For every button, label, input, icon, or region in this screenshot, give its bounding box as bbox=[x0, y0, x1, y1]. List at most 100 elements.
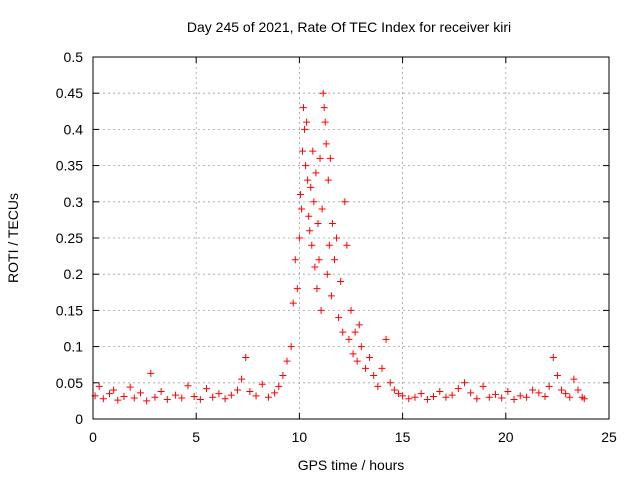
data-point bbox=[320, 104, 328, 112]
data-point bbox=[157, 387, 165, 395]
data-point bbox=[95, 382, 103, 390]
data-point bbox=[411, 393, 419, 401]
x-tick-labels: 0 5 10 15 20 25 bbox=[89, 429, 617, 445]
data-point bbox=[370, 372, 378, 380]
data-point bbox=[436, 387, 444, 395]
data-point bbox=[491, 390, 499, 398]
data-point bbox=[394, 390, 402, 398]
data-point bbox=[317, 306, 325, 314]
data-point bbox=[473, 395, 481, 403]
data-point bbox=[316, 154, 324, 162]
data-point bbox=[283, 357, 291, 365]
data-point bbox=[321, 118, 329, 126]
data-point bbox=[196, 395, 204, 403]
data-point bbox=[430, 393, 438, 401]
data-point bbox=[312, 169, 320, 177]
data-point bbox=[287, 343, 295, 351]
x-tick-label: 15 bbox=[395, 429, 411, 445]
data-point bbox=[405, 395, 413, 403]
data-point bbox=[382, 335, 390, 343]
x-tick-label: 25 bbox=[601, 429, 617, 445]
data-point bbox=[298, 147, 306, 155]
x-tick-label: 0 bbox=[89, 429, 97, 445]
data-point bbox=[296, 191, 304, 199]
data-point bbox=[311, 263, 319, 271]
data-point bbox=[143, 397, 151, 405]
data-point bbox=[184, 382, 192, 390]
data-point bbox=[535, 389, 543, 397]
data-point bbox=[353, 357, 361, 365]
data-points bbox=[91, 89, 588, 405]
data-point bbox=[327, 292, 335, 300]
data-point bbox=[227, 391, 235, 399]
x-tick-label: 10 bbox=[292, 429, 308, 445]
data-point bbox=[289, 299, 297, 307]
data-point bbox=[172, 391, 180, 399]
data-point bbox=[319, 89, 327, 97]
data-point bbox=[221, 395, 229, 403]
data-point bbox=[309, 147, 317, 155]
data-point bbox=[151, 393, 159, 401]
data-point bbox=[333, 234, 341, 242]
data-point bbox=[357, 343, 365, 351]
data-point bbox=[130, 394, 138, 402]
data-point bbox=[529, 386, 537, 394]
data-point bbox=[136, 389, 144, 397]
data-point bbox=[541, 393, 549, 401]
data-point bbox=[467, 389, 475, 397]
data-point bbox=[242, 353, 250, 361]
data-point bbox=[310, 198, 318, 206]
data-point bbox=[114, 396, 122, 404]
data-point bbox=[308, 241, 316, 249]
y-tick-label: 0.25 bbox=[56, 230, 83, 246]
data-point bbox=[99, 395, 107, 403]
data-point bbox=[516, 392, 524, 400]
y-tick-label: 0 bbox=[75, 411, 83, 427]
data-point bbox=[303, 118, 311, 126]
data-point bbox=[295, 234, 303, 242]
data-point bbox=[307, 183, 315, 191]
data-point bbox=[293, 285, 301, 293]
data-point bbox=[448, 391, 456, 399]
y-tick-label: 0.45 bbox=[56, 85, 83, 101]
grid-lines bbox=[93, 57, 609, 419]
y-tick-label: 0.15 bbox=[56, 302, 83, 318]
data-point bbox=[300, 104, 308, 112]
y-tick-label: 0.3 bbox=[64, 194, 84, 210]
data-point bbox=[386, 379, 394, 387]
data-point bbox=[485, 393, 493, 401]
data-point bbox=[326, 154, 334, 162]
data-point bbox=[106, 390, 114, 398]
axis-ticks bbox=[92, 56, 610, 420]
data-point bbox=[545, 382, 553, 390]
y-tick-label: 0.05 bbox=[56, 375, 83, 391]
data-point bbox=[335, 314, 343, 322]
y-axis-label: ROTI / TECUs bbox=[5, 193, 21, 283]
data-point bbox=[126, 383, 134, 391]
plot-frame bbox=[92, 56, 610, 420]
data-point bbox=[297, 205, 305, 213]
data-point bbox=[349, 350, 357, 358]
data-point bbox=[345, 335, 353, 343]
data-point bbox=[366, 353, 374, 361]
data-point bbox=[574, 386, 582, 394]
data-point bbox=[330, 256, 338, 264]
y-tick-label: 0.1 bbox=[64, 339, 84, 355]
data-point bbox=[510, 395, 518, 403]
data-point bbox=[279, 372, 287, 380]
data-point bbox=[304, 176, 312, 184]
y-tick-labels: 0 0.05 0.1 0.15 0.2 0.25 0.3 0.35 0.4 0.45 0.5 bbox=[56, 49, 83, 427]
data-point bbox=[553, 372, 561, 380]
data-point bbox=[190, 393, 198, 401]
data-point bbox=[110, 386, 118, 394]
data-point bbox=[147, 369, 155, 377]
data-point bbox=[120, 393, 128, 401]
data-point bbox=[301, 125, 309, 133]
data-point bbox=[570, 375, 578, 383]
data-point bbox=[306, 227, 314, 235]
data-point bbox=[324, 176, 332, 184]
data-point bbox=[252, 392, 260, 400]
data-point bbox=[233, 386, 241, 394]
data-point bbox=[566, 393, 574, 401]
data-point bbox=[390, 386, 398, 394]
